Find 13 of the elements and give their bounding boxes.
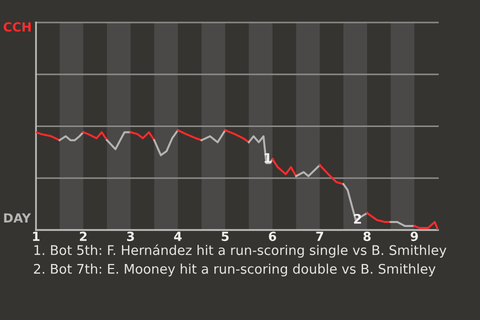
- x-tick-label: 6: [268, 232, 276, 242]
- x-tick-label: 7: [316, 232, 324, 241]
- text: 2. Bot 7th: E. Mooney hit a run-scoring double vs B. Smithley: [34, 264, 436, 276]
- x-tick-label: 9: [410, 232, 418, 242]
- text: CCH: [4, 22, 31, 32]
- text: 1. Bot 5th: F. Hernández hit a run-scoring single vs B. Smithley: [34, 244, 446, 258]
- x-tick-label: 4: [174, 232, 182, 241]
- text: DAY: [4, 213, 32, 222]
- x-tick-label: 3: [127, 232, 134, 242]
- x-tick-label: 5: [222, 232, 229, 242]
- x-tick-label: 1: [33, 232, 40, 241]
- x-tick-label: 2: [80, 232, 87, 241]
- x-tick-label: 8: [363, 232, 371, 242]
